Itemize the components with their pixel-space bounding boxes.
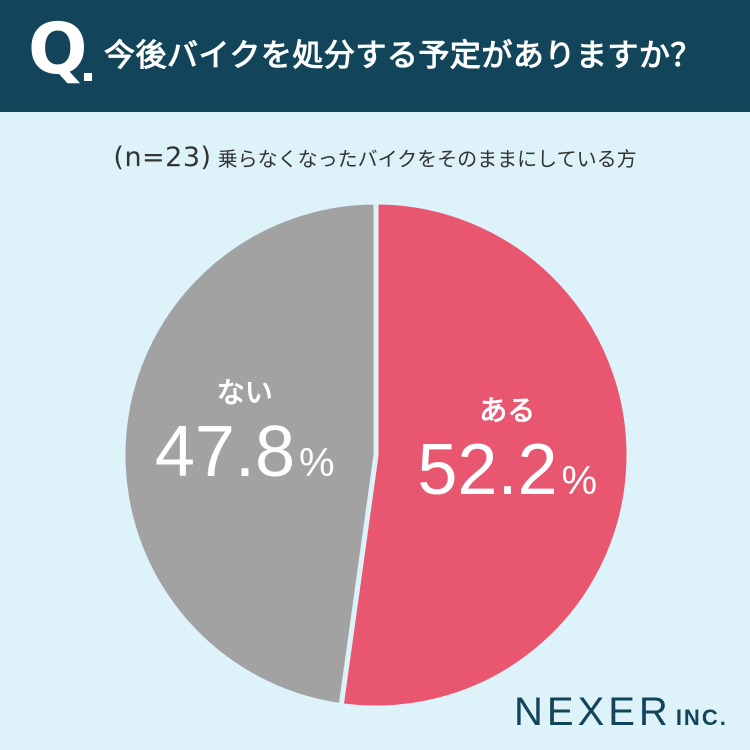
- question-text: 今後バイクを処分する予定がありますか？: [104, 38, 702, 74]
- respondent-description: 乗らなくなったバイクをそのままにしている方: [217, 147, 637, 171]
- nexer-logo: NEXER INC.: [514, 690, 728, 735]
- pie-slice-1: [120, 199, 379, 709]
- pie-slice-0: [338, 199, 632, 711]
- slice-label-0: ある: [479, 394, 535, 427]
- q-dot: [84, 73, 92, 81]
- slice-value-0: 52.2%: [417, 430, 597, 510]
- slice-value-1: 47.8%: [155, 412, 335, 492]
- logo-inc: INC.: [675, 705, 728, 730]
- chart-subtitle: (n=23) 乗らなくなったバイクをそのままにしている方: [0, 142, 750, 173]
- q-mark: Q: [28, 8, 88, 90]
- sample-size: (n=23): [113, 142, 212, 173]
- logo-main: NEXER: [514, 690, 672, 734]
- question-header: Q 今後バイクを処分する予定がありますか？: [0, 0, 750, 112]
- slice-label-1: ない: [217, 376, 273, 409]
